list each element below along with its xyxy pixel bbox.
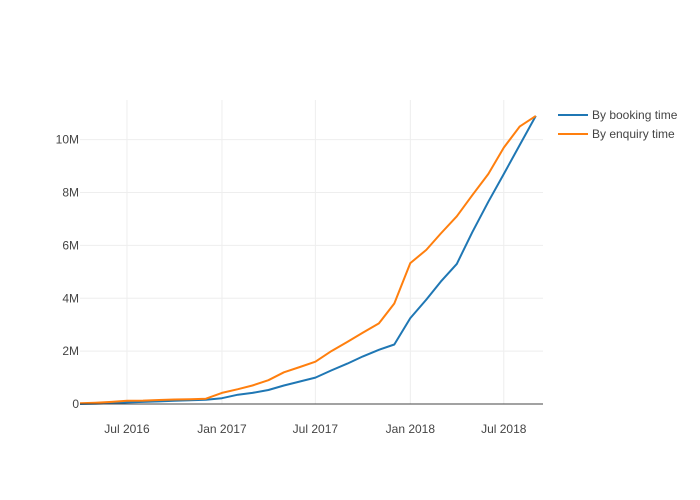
y-tick-label: 0: [72, 397, 79, 411]
tick-label-layer: Jul 2016 Jan 2017 Jul 2017 Jan 2018 Jul 2018…: [56, 133, 527, 436]
legend-label: By booking time: [592, 108, 678, 122]
series-layer: [79, 115, 537, 405]
x-tick-label: Jan 2017: [197, 422, 247, 436]
grid-layer: [80, 100, 543, 404]
y-tick-label: 2M: [62, 344, 79, 358]
x-tick-label: Jul 2016: [104, 422, 150, 436]
legend-label: By enquiry time: [592, 127, 675, 141]
y-tick-label: 6M: [62, 238, 79, 252]
series-line-2: [79, 115, 537, 405]
legend[interactable]: By booking time By enquiry time: [558, 108, 678, 141]
x-tick-label: Jul 2018: [481, 422, 527, 436]
y-tick-label: 10M: [56, 133, 79, 147]
series-line-1: [79, 115, 537, 405]
y-tick-label: 4M: [62, 291, 79, 305]
x-tick-label: Jul 2017: [293, 422, 339, 436]
x-tick-label: Jan 2018: [386, 422, 436, 436]
y-tick-label: 8M: [62, 186, 79, 200]
